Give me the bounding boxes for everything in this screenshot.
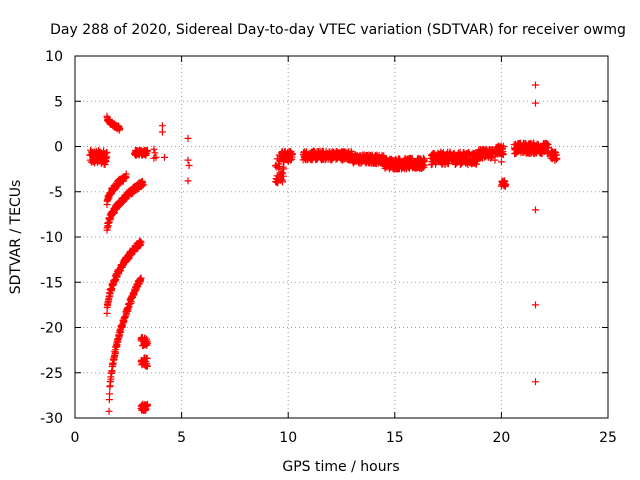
- x-tick-label: 10: [279, 430, 297, 446]
- data-point: [150, 145, 158, 153]
- data-point: [286, 156, 294, 164]
- x-tick-label: 15: [386, 430, 404, 446]
- data-point: [280, 165, 288, 173]
- data-point: [184, 156, 192, 164]
- data-point: [491, 156, 499, 164]
- data-point: [500, 142, 507, 150]
- data-point: [144, 362, 151, 370]
- data-point: [139, 181, 147, 189]
- y-tick-label: -5: [49, 185, 63, 201]
- y-tick-label: -20: [40, 321, 63, 337]
- data-point: [103, 148, 111, 156]
- grid: [75, 56, 608, 418]
- data-point: [532, 206, 539, 214]
- data-point: [544, 144, 552, 151]
- y-tick-label: 0: [54, 140, 63, 156]
- x-tick-label: 20: [492, 430, 510, 446]
- data-point: [184, 134, 192, 142]
- data-point: [532, 99, 539, 107]
- data-point: [103, 309, 111, 317]
- y-tick-label: -15: [40, 275, 63, 291]
- data-point: [137, 238, 145, 246]
- data-point: [532, 81, 539, 89]
- plot-frame: [74, 55, 609, 419]
- data-point: [106, 390, 114, 398]
- data-point: [532, 301, 539, 309]
- y-tick-label: -30: [40, 411, 63, 427]
- data-point: [158, 122, 166, 130]
- x-tick-label: 5: [177, 430, 186, 446]
- data-point: [161, 153, 168, 161]
- y-axis-label: SDTVAR / TECUs: [8, 180, 24, 295]
- data-point: [502, 180, 510, 188]
- data-point: [279, 178, 286, 186]
- data-point: [116, 124, 124, 132]
- data-point: [105, 407, 113, 415]
- data-point: [144, 400, 151, 408]
- y-tick-label: 5: [54, 94, 63, 110]
- data-point: [532, 378, 539, 386]
- data-point: [279, 172, 287, 180]
- x-axis-label: GPS time / hours: [282, 459, 399, 475]
- data-point: [158, 128, 166, 136]
- data-point: [184, 177, 192, 185]
- data-point: [497, 158, 505, 166]
- x-tick-label: 0: [71, 430, 80, 446]
- x-tick-label: 25: [599, 430, 617, 446]
- axis-ticks: 0 5 10 15 20 25 -30 -25 -20 -15 -10 -5 0 5 10: [40, 49, 617, 446]
- y-tick-label: 10: [45, 49, 63, 65]
- data-point: [144, 339, 151, 347]
- data-point: [553, 154, 561, 162]
- data-point: [152, 153, 160, 161]
- data-point: [276, 163, 284, 170]
- y-tick-label: -25: [40, 366, 63, 382]
- data-point: [137, 274, 145, 282]
- data-point: [122, 170, 130, 178]
- y-tick-label: -10: [40, 230, 63, 246]
- chart-title: Day 288 of 2020, Sidereal Day-to-day VTE…: [50, 22, 626, 38]
- data-point: [421, 161, 429, 169]
- data-point: [143, 355, 151, 362]
- data-point: [444, 160, 452, 168]
- data-points: [86, 81, 561, 415]
- data-point: [499, 151, 507, 159]
- data-point: [289, 150, 296, 158]
- data-point: [144, 147, 151, 155]
- data-point: [185, 162, 193, 169]
- data-point: [151, 149, 159, 157]
